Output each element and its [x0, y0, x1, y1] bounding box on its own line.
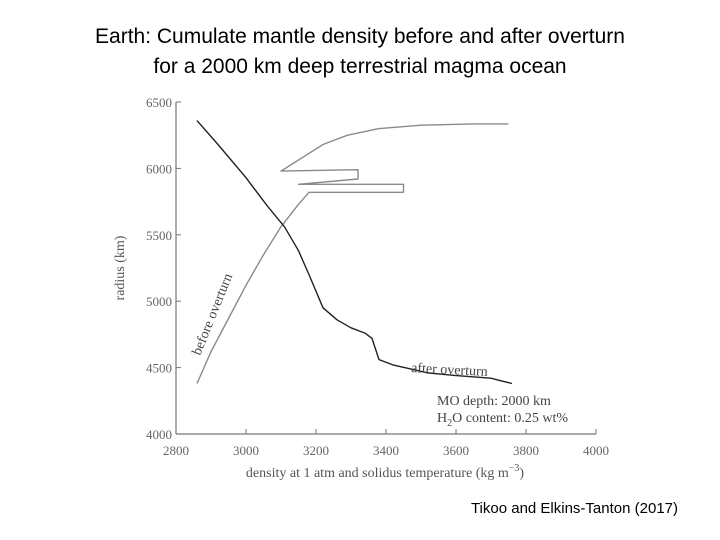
x-tick-label: 3400	[373, 443, 399, 458]
x-tick-label: 2800	[163, 443, 189, 458]
y-tick-label: 4500	[146, 361, 172, 376]
title-line-2: for a 2000 km deep terrestrial magma oce…	[153, 55, 567, 78]
x-tick-label: 3000	[233, 443, 259, 458]
citation: Tikoo and Elkins-Tanton (2017)	[470, 500, 678, 517]
y-tick-label: 4000	[146, 427, 172, 442]
chart-title: Earth: Cumulate mantle density before an…	[0, 22, 720, 82]
y-tick-label: 5000	[146, 294, 172, 309]
before-overturn-label: before overturn	[190, 272, 236, 358]
tick-marks: 2800 3000 3200 3400 3600 3800 4000 4000 4500 5000…	[146, 95, 609, 458]
x-tick-label: 3800	[513, 443, 539, 458]
h2o-content-label: H2O content: 0.25 wt%	[437, 411, 568, 429]
axes	[175, 102, 596, 435]
y-axis-label: radius (km)	[113, 235, 128, 300]
series-layer	[196, 120, 513, 385]
x-tick-label: 3200	[303, 443, 329, 458]
y-tick-label: 6000	[146, 161, 172, 176]
mo-depth-label: MO depth: 2000 km	[437, 394, 551, 409]
x-axis-label: density at 1 atm and solidus temperature…	[246, 463, 524, 481]
y-tick-label: 5500	[146, 228, 172, 243]
after-overturn-line	[196, 120, 513, 385]
before-overturn-line	[196, 123, 509, 384]
x-tick-label: 3600	[443, 443, 469, 458]
after-overturn-label: after overturn	[411, 361, 488, 380]
y-tick-label: 6500	[146, 95, 172, 110]
x-tick-label: 4000	[583, 443, 609, 458]
title-line-1: Earth: Cumulate mantle density before an…	[95, 25, 625, 48]
